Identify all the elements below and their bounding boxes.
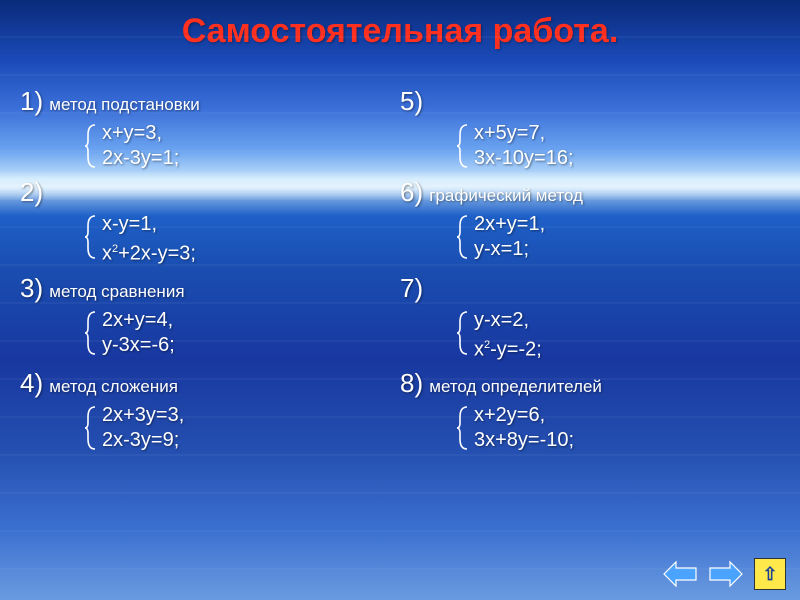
brace-icon	[456, 124, 470, 168]
equation: x+5y=7,	[474, 121, 780, 146]
equation: 2x+3y=3,	[102, 403, 400, 428]
problem-6: 6) графический метод 2x+y=1, y-x=1;	[400, 177, 780, 267]
equation: 3x-10y=16;	[474, 146, 780, 171]
next-button[interactable]	[708, 559, 744, 589]
problem-number: 7)	[400, 273, 423, 303]
equation-system: 2x+y=4, y-3x=-6;	[84, 308, 400, 358]
brace-icon	[456, 311, 470, 355]
equation: 2x+y=4,	[102, 308, 400, 333]
method-label: метод определителей	[429, 377, 602, 396]
brace-icon	[84, 124, 98, 168]
equation: x2-y=-2;	[474, 333, 780, 363]
equation: 2x-3y=1;	[102, 146, 400, 171]
equation: 3x+8y=-10;	[474, 428, 780, 453]
problem-heading: 3) метод сравнения	[20, 273, 400, 304]
problem-heading: 7)	[400, 273, 780, 304]
problem-number: 1)	[20, 86, 43, 116]
equation-system: x+y=3, 2x-3y=1;	[84, 121, 400, 171]
problem-number: 3)	[20, 273, 43, 303]
brace-icon	[84, 406, 98, 450]
method-label: метод подстановки	[49, 95, 199, 114]
problem-heading: 5)	[400, 86, 780, 117]
problem-number: 6)	[400, 177, 423, 207]
problem-heading: 2)	[20, 177, 400, 208]
equation-system: x+2y=6, 3x+8y=-10;	[456, 403, 780, 453]
method-label: графический метод	[429, 186, 583, 205]
problem-1: 1) метод подстановки x+y=3, 2x-3y=1;	[20, 86, 400, 171]
problem-heading: 1) метод подстановки	[20, 86, 400, 117]
problem-8: 8) метод определителей x+2y=6, 3x+8y=-10…	[400, 368, 780, 453]
equation-system: x+5y=7, 3x-10y=16;	[456, 121, 780, 171]
method-label: метод сравнения	[49, 282, 184, 301]
equation: x-y=1,	[102, 212, 400, 237]
problem-row: 2) x-y=1, x2+2x-y=3; 6) графический мето…	[20, 177, 780, 267]
problem-heading: 6) графический метод	[400, 177, 780, 208]
equation: x+y=3,	[102, 121, 400, 146]
equation: y-x=2,	[474, 308, 780, 333]
equation: y-3x=-6;	[102, 333, 400, 358]
nav-controls: ⇧	[662, 558, 786, 590]
problem-number: 2)	[20, 177, 43, 207]
equation-system: y-x=2, x2-y=-2;	[456, 308, 780, 363]
equation-system: 2x+3y=3, 2x-3y=9;	[84, 403, 400, 453]
home-icon: ⇧	[762, 564, 777, 585]
problem-number: 4)	[20, 368, 43, 398]
equation: y-x=1;	[474, 237, 780, 262]
equation-system: x-y=1, x2+2x-y=3;	[84, 212, 400, 267]
problem-3: 3) метод сравнения 2x+y=4, y-3x=-6;	[20, 273, 400, 363]
slide: Самостоятельная работа. 1) метод подстан…	[0, 0, 800, 600]
problem-row: 4) метод сложения 2x+3y=3, 2x-3y=9; 8) м…	[20, 368, 780, 453]
brace-icon	[84, 311, 98, 355]
problem-heading: 8) метод определителей	[400, 368, 780, 399]
equation: x2+2x-y=3;	[102, 237, 400, 267]
brace-icon	[84, 215, 98, 259]
equation-system: 2x+y=1, y-x=1;	[456, 212, 780, 262]
problem-heading: 4) метод сложения	[20, 368, 400, 399]
slide-title: Самостоятельная работа.	[0, 12, 800, 51]
prev-button[interactable]	[662, 559, 698, 589]
equation: 2x-3y=9;	[102, 428, 400, 453]
method-label: метод сложения	[49, 377, 178, 396]
problem-number: 8)	[400, 368, 423, 398]
problem-4: 4) метод сложения 2x+3y=3, 2x-3y=9;	[20, 368, 400, 453]
problem-7: 7) y-x=2, x2-y=-2;	[400, 273, 780, 363]
content-area: 1) метод подстановки x+y=3, 2x-3y=1; 5) …	[20, 86, 780, 590]
arrow-left-icon	[662, 560, 698, 588]
arrow-right-icon	[708, 560, 744, 588]
problem-row: 1) метод подстановки x+y=3, 2x-3y=1; 5) …	[20, 86, 780, 171]
problem-5: 5) x+5y=7, 3x-10y=16;	[400, 86, 780, 171]
home-button[interactable]: ⇧	[754, 558, 786, 590]
problem-2: 2) x-y=1, x2+2x-y=3;	[20, 177, 400, 267]
equation: x+2y=6,	[474, 403, 780, 428]
brace-icon	[456, 215, 470, 259]
equation: 2x+y=1,	[474, 212, 780, 237]
brace-icon	[456, 406, 470, 450]
problem-number: 5)	[400, 86, 423, 116]
problem-row: 3) метод сравнения 2x+y=4, y-3x=-6; 7) y…	[20, 273, 780, 363]
